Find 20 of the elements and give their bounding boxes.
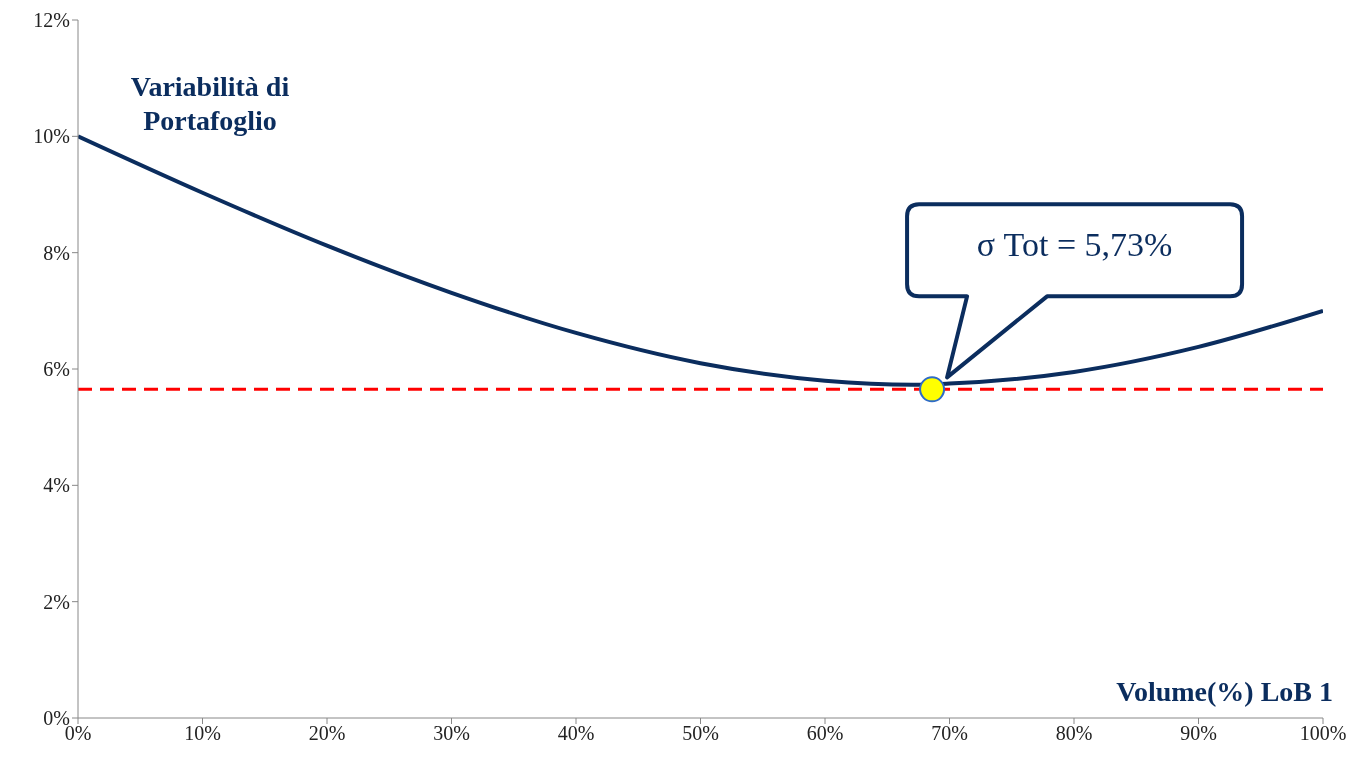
x-tick-label: 80% xyxy=(1055,722,1093,745)
x-tick-label: 10% xyxy=(184,722,221,745)
y-axis-title: Variabilità di Portafoglio xyxy=(129,70,291,138)
y-tick-label: 4% xyxy=(43,474,70,497)
annotation: σ Tot = 5,73% xyxy=(975,226,1174,265)
x-tick-label: 70% xyxy=(931,722,968,745)
x-tick-label: 90% xyxy=(1180,722,1217,745)
x-tick-label: 50% xyxy=(682,722,719,745)
x-tick-label: 60% xyxy=(806,722,844,745)
y-tick-label: 12% xyxy=(33,9,70,32)
line-series xyxy=(78,134,1323,387)
y-tick-label: 6% xyxy=(43,358,70,381)
x-tick-label: 100% xyxy=(1299,722,1347,745)
y-tick-label: 10% xyxy=(33,125,70,148)
x-tick-label: 30% xyxy=(433,722,470,745)
x-axis-title: Volume(%) LoB 1 xyxy=(1116,676,1333,708)
y-tick-label: 8% xyxy=(43,241,70,264)
x-tick-label: 40% xyxy=(557,722,595,745)
y-tick-label: 2% xyxy=(43,590,70,613)
x-tick-label: 20% xyxy=(308,722,346,745)
